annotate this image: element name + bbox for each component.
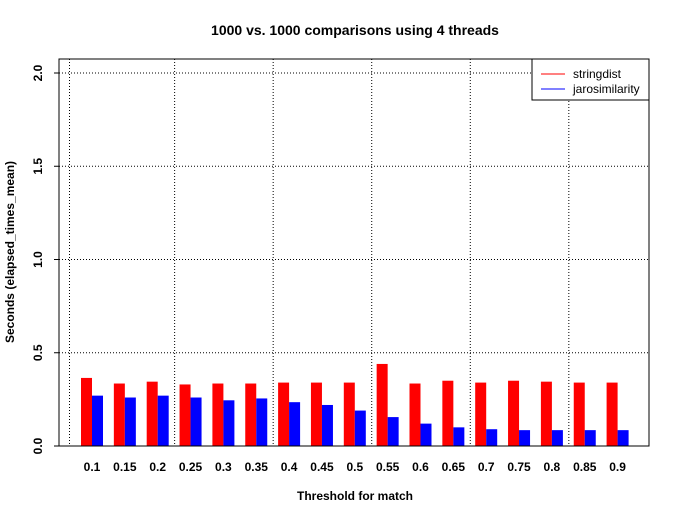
bar-stringdist-0.85: [573, 382, 585, 446]
bar-jarosimilarity-0.75: [519, 430, 531, 446]
plot-frame: [58, 58, 650, 447]
bar-stringdist-0.55: [376, 363, 388, 446]
bar-jarosimilarity-0.65: [453, 427, 465, 446]
bar-jarosimilarity-0.8: [551, 430, 563, 446]
bar-stringdist-0.1: [81, 377, 92, 446]
x-tick-label: 0.6: [412, 460, 429, 474]
y-tick-label: 2.0: [31, 64, 45, 81]
bar-stringdist-0.6: [409, 383, 421, 446]
legend-label-stringdist: stringdist: [573, 67, 622, 81]
bar-jarosimilarity-0.25: [190, 397, 202, 446]
x-tick-label: 0.3: [215, 460, 232, 474]
legend-box: [531, 58, 650, 101]
chart-title: 1000 vs. 1000 comparisons using 4 thread…: [211, 22, 499, 38]
x-tick-label: 0.5: [346, 460, 363, 474]
bar-jarosimilarity-0.7: [486, 429, 498, 446]
bar-stringdist-0.2: [146, 381, 158, 446]
bar-stringdist-0.15: [113, 383, 125, 446]
y-tick-label: 0.0: [31, 437, 45, 454]
bar-jarosimilarity-0.4: [289, 402, 301, 446]
x-axis: 0.1 0.15 0.2 0.25 0.3 0.35 0.4 0.45 0.5 0.55 0.6 0.…: [84, 460, 627, 474]
bar-jarosimilarity-0.3: [223, 400, 235, 446]
x-tick-label: 0.65: [442, 460, 466, 474]
x-tick-label: 0.1: [84, 460, 101, 474]
bar-stringdist-0.7: [475, 382, 487, 446]
x-tick-label: 0.9: [609, 460, 626, 474]
y-axis-label: Seconds (elapsed_times_mean): [3, 161, 17, 343]
bar-stringdist-0.8: [540, 381, 552, 446]
bar-jarosimilarity-0.45: [321, 404, 333, 446]
bar-jarosimilarity-0.85: [584, 430, 596, 446]
y-tick-label: 1.5: [31, 158, 45, 175]
bar-jarosimilarity-0.6: [420, 423, 432, 446]
x-tick-label: 0.15: [113, 460, 137, 474]
bar-stringdist-0.25: [179, 384, 191, 446]
x-tick-label: 0.45: [310, 460, 334, 474]
bar-stringdist-0.65: [442, 380, 454, 446]
bar-jarosimilarity-0.5: [354, 410, 366, 446]
x-tick-label: 0.4: [281, 460, 298, 474]
bar-jarosimilarity-0.2: [157, 395, 169, 446]
x-axis-label: Threshold for match: [297, 489, 413, 503]
bar-layer: [81, 363, 629, 446]
bar-stringdist-0.35: [245, 383, 257, 446]
x-tick-label: 0.8: [544, 460, 561, 474]
bar-stringdist-0.5: [343, 382, 355, 446]
y-axis: 0.0 0.5 1.0 1.5 2.0: [31, 64, 59, 454]
bar-stringdist-0.9: [606, 382, 618, 446]
x-tick-label: 0.2: [149, 460, 166, 474]
bar-stringdist-0.3: [212, 383, 224, 446]
x-tick-label: 0.85: [573, 460, 597, 474]
legend-label-jarosimilarity: jarosimilarity: [572, 82, 640, 96]
bar-jarosimilarity-0.15: [124, 397, 136, 446]
bar-stringdist-0.4: [278, 382, 290, 446]
y-tick-label: 0.5: [31, 344, 45, 361]
bar-jarosimilarity-0.1: [92, 395, 103, 446]
bar-jarosimilarity-0.35: [256, 398, 268, 446]
bar-stringdist-0.75: [508, 380, 520, 446]
bar-jarosimilarity-0.9: [617, 430, 629, 446]
bar-jarosimilarity-0.55: [387, 417, 399, 446]
bar-stringdist-0.45: [310, 382, 322, 446]
x-tick-label: 0.55: [376, 460, 400, 474]
x-tick-label: 0.35: [245, 460, 269, 474]
y-tick-label: 1.0: [31, 251, 45, 268]
x-tick-label: 0.75: [507, 460, 531, 474]
legend: stringdist jarosimilarity: [531, 58, 650, 101]
x-tick-label: 0.25: [179, 460, 203, 474]
x-tick-label: 0.7: [478, 460, 495, 474]
